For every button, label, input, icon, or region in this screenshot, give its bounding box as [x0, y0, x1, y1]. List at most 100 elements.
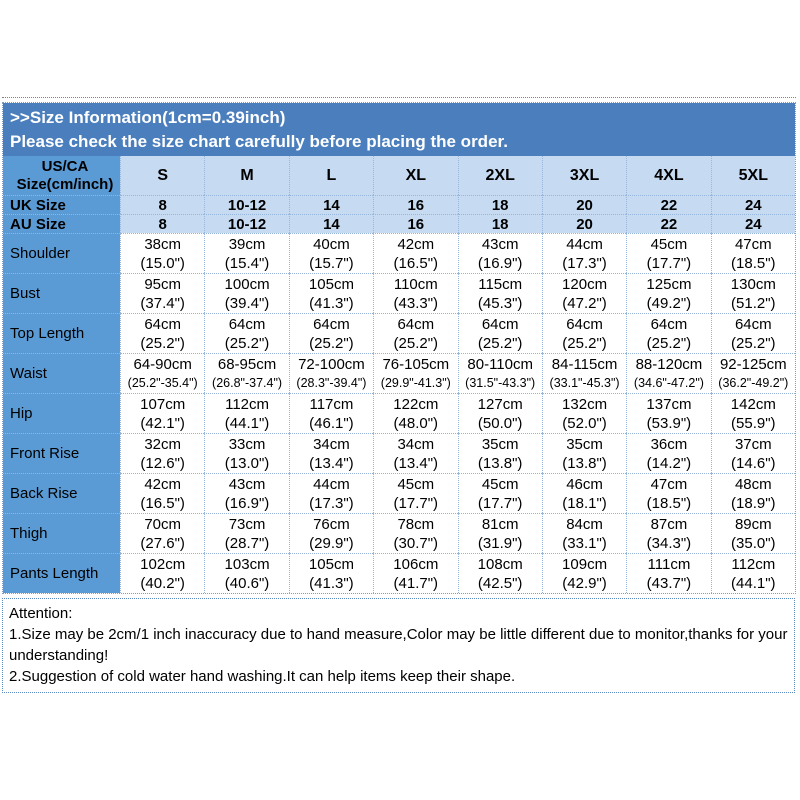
measurement-cell: 100cm (39.4"): [204, 273, 289, 313]
size-chart-sheet: >>Size Information(1cm=0.39inch) Please …: [2, 97, 796, 594]
value-inch: (15.0"): [140, 254, 185, 272]
value-inch: (17.7"): [646, 254, 692, 272]
value-inch: (47.2"): [562, 294, 607, 312]
measurement-cell: 92-125cm (36.2"-49.2"): [710, 353, 795, 393]
value-inch: (15.4"): [224, 254, 270, 272]
value-inch: (13.8"): [477, 454, 523, 472]
value-inch: (31.5"-43.3"): [465, 375, 536, 390]
value-inch: (50.0"): [477, 414, 523, 432]
value-inch: (15.7"): [309, 254, 354, 272]
value-inch: (14.6"): [731, 454, 776, 472]
value-inch: (18.9"): [731, 494, 776, 512]
value-cm: 87cm: [650, 515, 688, 533]
measurement-cell: 64cm (25.2"): [541, 313, 627, 353]
value-inch: (43.3"): [393, 294, 439, 312]
col-header-m: M: [204, 156, 289, 195]
value-inch: (25.2"): [140, 334, 185, 352]
value-inch: (37.4"): [140, 294, 185, 312]
measurement-cell: 120cm (47.2"): [541, 273, 627, 313]
measurement-cell: 102cm (40.2"): [120, 553, 205, 593]
value-cm: 103cm: [224, 555, 270, 573]
value-cm: 108cm: [477, 555, 523, 573]
value-inch: (42.1"): [140, 414, 185, 432]
value-cm: 81cm: [481, 515, 519, 533]
value-cm: 115cm: [478, 275, 523, 293]
col-header-2xl: 2XL: [457, 156, 542, 195]
value-cm: 64cm: [228, 315, 266, 333]
measurement-cell: 68-95cm (26.8"-37.4"): [204, 353, 289, 393]
measurement-cell: 72-100cm (28.3"-39.4"): [288, 353, 374, 393]
size-value-cell: 14: [288, 195, 374, 214]
value-inch: (30.7"): [393, 534, 439, 552]
measurement-cell: 105cm (41.3"): [288, 273, 374, 313]
value-cm: 105cm: [308, 275, 354, 293]
value-inch: (52.0"): [562, 414, 607, 432]
attention-line: Attention:: [9, 605, 73, 622]
measurement-cell: 112cm (44.1"): [710, 553, 795, 593]
value-inch: (17.3"): [309, 494, 354, 512]
measurement-cell: 109cm (42.9"): [541, 553, 627, 593]
measurement-cell: 43cm (16.9"): [204, 473, 289, 513]
value-inch: (48.0"): [393, 414, 439, 432]
measurement-cell: 38cm (15.0"): [120, 233, 205, 273]
measurement-cell: 142cm (55.9"): [710, 393, 795, 433]
measurement-cell: 127cm (50.0"): [457, 393, 542, 433]
attention-note: Attention: 1.Size may be 2cm/1 inch inacc…: [2, 598, 795, 693]
measurement-cell: 80-110cm (31.5"-43.3"): [457, 353, 542, 393]
value-inch: (25.2"): [731, 334, 776, 352]
measurement-cell: 73cm (28.7"): [204, 513, 289, 553]
value-cm: 48cm: [734, 475, 772, 493]
value-inch: (13.4"): [393, 454, 439, 472]
value-cm: 109cm: [562, 555, 608, 573]
measurement-cell: 106cm (41.7"): [373, 553, 458, 593]
value-cm: 42cm: [144, 475, 182, 493]
measurement-cell: 43cm (16.9"): [457, 233, 542, 273]
value-cm: 44cm: [313, 475, 350, 493]
value-inch: (42.9"): [562, 574, 607, 592]
value-cm: 35cm: [566, 435, 603, 453]
corner-header-line: US/CA: [41, 157, 89, 175]
size-value-cell: 16: [373, 195, 458, 214]
value-cm: 106cm: [393, 555, 439, 573]
size-value-cell: 14: [288, 214, 374, 233]
measurement-cell: 64cm (25.2"): [373, 313, 458, 353]
measurement-cell: 64-90cm (25.2"-35.4"): [120, 353, 205, 393]
value-cm: 130cm: [730, 275, 776, 293]
measurement-cell: 42cm (16.5"): [120, 473, 205, 513]
attention-line: understanding!: [9, 647, 109, 664]
value-inch: (26.8"-37.4"): [212, 375, 283, 390]
value-cm: 100cm: [224, 275, 270, 293]
measurement-cell: 70cm (27.6"): [120, 513, 205, 553]
value-cm: 64cm: [397, 315, 435, 333]
value-cm: 84-115cm: [551, 355, 618, 373]
value-cm: 39cm: [228, 235, 266, 253]
measurement-cell: 130cm (51.2"): [710, 273, 795, 313]
value-cm: 127cm: [477, 395, 523, 413]
value-inch: (28.7"): [224, 534, 270, 552]
value-inch: (16.5"): [140, 494, 185, 512]
value-inch: (25.2"): [562, 334, 607, 352]
size-value-cell: 24: [710, 214, 795, 233]
row-label: Bust: [3, 273, 120, 313]
row-label: AU Size: [3, 214, 120, 233]
measurement-cell: 64cm (25.2"): [204, 313, 289, 353]
value-inch: (41.3"): [309, 294, 354, 312]
measurement-cell: 44cm (17.3"): [541, 233, 627, 273]
value-inch: (33.1"): [562, 534, 607, 552]
value-inch: (51.2"): [731, 294, 776, 312]
value-inch: (39.4"): [224, 294, 270, 312]
value-inch: (28.3"-39.4"): [296, 375, 367, 390]
top-divider: [2, 97, 796, 98]
value-cm: 105cm: [308, 555, 354, 573]
value-cm: 45cm: [650, 235, 688, 253]
size-value-cell: 8: [120, 214, 205, 233]
size-value-cell: 18: [457, 195, 542, 214]
measurement-cell: 105cm (41.3"): [288, 553, 374, 593]
value-inch: (14.2"): [646, 454, 692, 472]
row-label: UK Size: [3, 195, 120, 214]
value-inch: (29.9"): [309, 534, 354, 552]
value-inch: (41.3"): [309, 574, 354, 592]
value-cm: 92-125cm: [719, 355, 787, 373]
measurement-cell: 64cm (25.2"): [626, 313, 711, 353]
measurement-cell: 35cm (13.8"): [541, 433, 627, 473]
